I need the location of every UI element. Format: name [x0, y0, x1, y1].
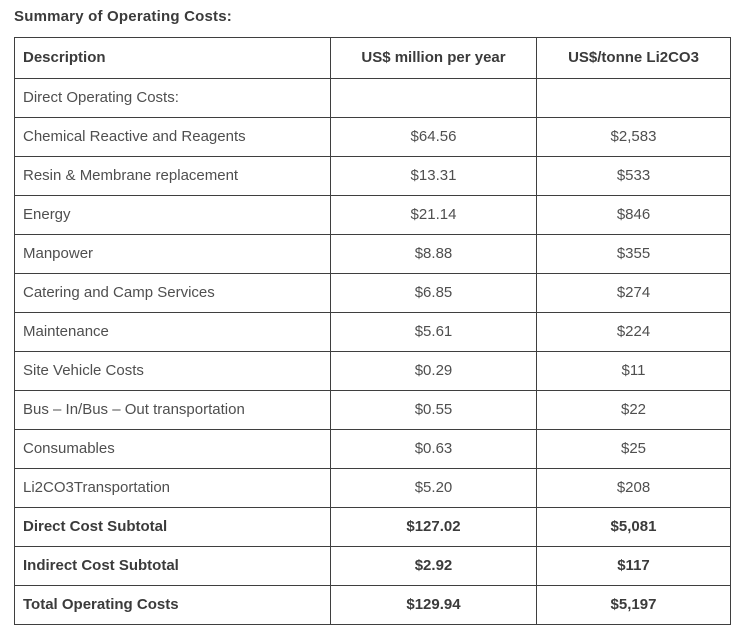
table-row: Total Operating Costs $129.94 $5,197	[14, 585, 731, 625]
table-row: Manpower $8.88 $355	[14, 234, 731, 274]
cell-usd-per-tonne: $355	[536, 234, 731, 274]
table-row: Li2CO3Transportation $5.20 $208	[14, 468, 731, 508]
cell-usd-per-tonne	[536, 78, 731, 118]
cell-usd-million: $21.14	[330, 195, 537, 235]
cell-description: Chemical Reactive and Reagents	[14, 117, 331, 157]
cell-usd-million: $8.88	[330, 234, 537, 274]
table-row: Bus – In/Bus – Out transportation $0.55 …	[14, 390, 731, 430]
cell-description: Energy	[14, 195, 331, 235]
table-row: Chemical Reactive and Reagents $64.56 $2…	[14, 117, 731, 157]
cell-usd-million: $5.61	[330, 312, 537, 352]
cell-description: Resin & Membrane replacement	[14, 156, 331, 196]
table-row: Direct Operating Costs:	[14, 78, 731, 118]
table-row: Energy $21.14 $846	[14, 195, 731, 235]
cell-usd-million: $0.55	[330, 390, 537, 430]
cell-usd-million: $13.31	[330, 156, 537, 196]
column-header-usd-per-tonne-li2co3: US$/tonne Li2CO3	[536, 37, 731, 79]
table-row: Resin & Membrane replacement $13.31 $533	[14, 156, 731, 196]
cell-description: Direct Cost Subtotal	[14, 507, 331, 547]
cell-description: Consumables	[14, 429, 331, 469]
table-body: Direct Operating Costs: Chemical Reactiv…	[14, 78, 731, 625]
cell-usd-per-tonne: $25	[536, 429, 731, 469]
cell-usd-per-tonne: $11	[536, 351, 731, 391]
cell-usd-million: $127.02	[330, 507, 537, 547]
cell-usd-per-tonne: $224	[536, 312, 731, 352]
cell-usd-per-tonne: $208	[536, 468, 731, 508]
cell-description: Total Operating Costs	[14, 585, 331, 625]
operating-costs-table: Description US$ million per year US$/ton…	[14, 37, 731, 625]
page: { "title": "Summary of Operating Costs:"…	[14, 8, 731, 625]
table-row: Site Vehicle Costs $0.29 $11	[14, 351, 731, 391]
cell-usd-per-tonne: $2,583	[536, 117, 731, 157]
cell-description: Li2CO3Transportation	[14, 468, 331, 508]
cell-usd-per-tonne: $846	[536, 195, 731, 235]
header-row: Description US$ million per year US$/ton…	[14, 37, 731, 79]
cell-usd-million: $129.94	[330, 585, 537, 625]
cell-usd-million	[330, 78, 537, 118]
cell-description: Catering and Camp Services	[14, 273, 331, 313]
table-row: Catering and Camp Services $6.85 $274	[14, 273, 731, 313]
cell-description: Indirect Cost Subtotal	[14, 546, 331, 586]
cell-usd-million: $2.92	[330, 546, 537, 586]
table-header: Description US$ million per year US$/ton…	[14, 37, 731, 79]
cell-usd-million: $6.85	[330, 273, 537, 313]
cell-usd-per-tonne: $5,081	[536, 507, 731, 547]
column-header-usd-million-per-year: US$ million per year	[330, 37, 537, 79]
column-header-description: Description	[14, 37, 331, 79]
cell-description: Maintenance	[14, 312, 331, 352]
cell-usd-million: $0.63	[330, 429, 537, 469]
table-row: Consumables $0.63 $25	[14, 429, 731, 469]
cell-usd-per-tonne: $274	[536, 273, 731, 313]
table-row: Maintenance $5.61 $224	[14, 312, 731, 352]
table-row: Indirect Cost Subtotal $2.92 $117	[14, 546, 731, 586]
cell-description: Site Vehicle Costs	[14, 351, 331, 391]
table-row: Direct Cost Subtotal $127.02 $5,081	[14, 507, 731, 547]
cell-usd-per-tonne: $117	[536, 546, 731, 586]
cell-description: Bus – In/Bus – Out transportation	[14, 390, 331, 430]
cell-usd-million: $5.20	[330, 468, 537, 508]
page-title: Summary of Operating Costs:	[14, 8, 232, 25]
cell-usd-per-tonne: $22	[536, 390, 731, 430]
cell-usd-per-tonne: $533	[536, 156, 731, 196]
cell-description: Manpower	[14, 234, 331, 274]
cell-usd-million: $0.29	[330, 351, 537, 391]
cell-usd-per-tonne: $5,197	[536, 585, 731, 625]
cell-usd-million: $64.56	[330, 117, 537, 157]
cell-description: Direct Operating Costs:	[14, 78, 331, 118]
